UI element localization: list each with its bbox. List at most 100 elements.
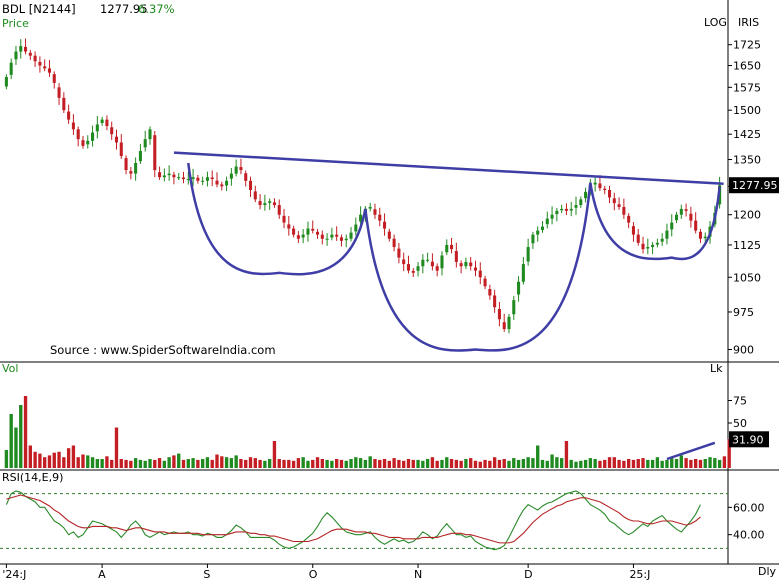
price-tick-label: 975 (733, 306, 754, 319)
volume-bar (402, 460, 406, 468)
candle (478, 262, 482, 285)
candle-body (258, 201, 262, 206)
volume-bar (162, 460, 167, 468)
candle (91, 125, 95, 147)
candle (536, 226, 540, 242)
change-value: 6.37% (138, 2, 175, 16)
candle (143, 130, 147, 152)
candle (196, 174, 200, 184)
candle-body (593, 182, 597, 185)
candle-body (627, 215, 631, 223)
candle-body (158, 172, 162, 178)
candle (186, 172, 190, 185)
candle (253, 185, 257, 203)
volume-bar (636, 459, 640, 468)
candle (450, 237, 454, 254)
date-tick-label: S (203, 568, 210, 581)
volume-bar (138, 459, 143, 468)
candle-body (359, 214, 363, 222)
volume-bar (19, 405, 23, 468)
candle (416, 262, 420, 277)
candle-body (660, 238, 664, 242)
volume-bar (234, 455, 238, 468)
volume-bar (153, 459, 157, 468)
volume-bar (368, 456, 372, 468)
candle-body (38, 61, 42, 66)
candle-body (277, 205, 281, 215)
volume-tick-label: 50 (733, 417, 747, 430)
candle-body (392, 238, 396, 248)
candle-body (368, 206, 372, 209)
volume-bar (665, 459, 669, 468)
candle (550, 206, 554, 225)
candle (665, 223, 669, 245)
candle-body (268, 201, 272, 203)
volume-trendline (666, 441, 716, 461)
candle-body (220, 184, 224, 187)
candle (411, 268, 415, 278)
candle (545, 211, 549, 229)
candle-body (105, 119, 109, 127)
volume-bar (378, 459, 382, 468)
candle-body (617, 204, 621, 207)
rsi-signal-line (6, 494, 701, 544)
candle (114, 129, 119, 150)
volume-bar (430, 457, 435, 468)
volume-bar (555, 457, 559, 468)
candle-body (703, 236, 707, 239)
volume-bar (626, 459, 631, 468)
date-tick-label: O (309, 568, 318, 581)
candle (287, 216, 291, 236)
candle-body (4, 77, 8, 87)
volume-bar (483, 459, 487, 468)
candle (62, 92, 66, 113)
candle (421, 254, 425, 274)
candle (52, 71, 56, 89)
volume-bar (339, 459, 344, 468)
candle-body (272, 202, 276, 206)
volume-bar (684, 458, 688, 468)
log-toggle[interactable]: LOG (704, 16, 727, 29)
candle-body (100, 119, 104, 123)
volume-bar (330, 460, 334, 468)
candle (282, 208, 286, 229)
candle (76, 126, 80, 147)
candle-body (167, 173, 171, 176)
volume-bar (38, 453, 42, 468)
volume-bar (631, 459, 636, 468)
candle (603, 185, 607, 195)
candle (201, 176, 205, 186)
candle-body (579, 199, 583, 206)
volume-bar (564, 441, 569, 468)
chart-style-label[interactable]: IRIS (738, 16, 760, 29)
candle (373, 203, 377, 219)
candle-body (33, 55, 37, 62)
volume-bar (272, 441, 277, 468)
candle-body (445, 244, 449, 253)
period-label[interactable]: Dly (758, 565, 777, 578)
candle-body (473, 267, 478, 271)
volume-bar (674, 459, 679, 468)
right-shoulder (589, 182, 721, 261)
volume-bar (421, 460, 425, 468)
volume-bar (574, 461, 578, 468)
volume-bar (28, 445, 33, 468)
candle (612, 192, 616, 211)
volume-bar (157, 458, 162, 468)
candle (674, 211, 679, 224)
candle (488, 284, 492, 300)
volume-bar (110, 459, 114, 468)
candle (38, 56, 42, 73)
volume-bar (124, 459, 128, 468)
candle (272, 198, 276, 208)
candle (694, 212, 698, 234)
candle-body (296, 235, 300, 239)
candle-body (450, 244, 454, 250)
candle-body (138, 150, 142, 162)
candle-body (129, 171, 133, 174)
candle-body (181, 177, 186, 180)
candle-body (555, 210, 559, 215)
volume-bar (229, 458, 234, 468)
volume-pane-label: Vol (2, 362, 19, 375)
volume-bar (14, 427, 18, 468)
